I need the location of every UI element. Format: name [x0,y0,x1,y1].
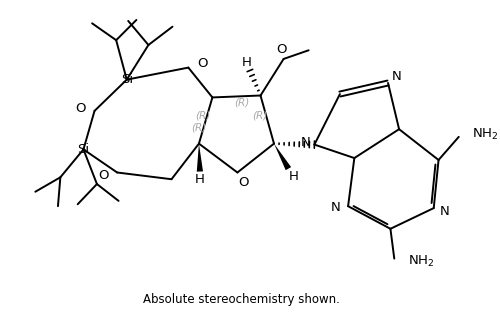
Text: (R): (R) [252,111,267,121]
Text: O: O [98,169,108,182]
Text: NH$_2$: NH$_2$ [472,127,498,142]
Text: H: H [195,173,205,186]
Text: O: O [197,57,207,70]
Text: O: O [276,43,287,56]
Text: N: N [331,201,341,214]
Text: Absolute stereochemistry shown.: Absolute stereochemistry shown. [143,293,340,306]
Text: (R): (R) [234,97,250,107]
Text: N: N [440,205,450,219]
Text: H: H [288,170,298,183]
Text: O: O [76,101,86,115]
Text: Si: Si [78,143,90,156]
Text: (R): (R) [192,123,206,133]
Text: NH$_2$: NH$_2$ [408,254,434,269]
Text: H: H [242,56,252,69]
Text: (R): (R) [195,111,210,121]
Text: N: N [392,70,402,83]
Polygon shape [197,144,203,172]
Text: O: O [238,176,249,189]
Text: N: N [300,136,310,149]
Polygon shape [274,144,291,170]
Text: Si: Si [120,73,133,86]
